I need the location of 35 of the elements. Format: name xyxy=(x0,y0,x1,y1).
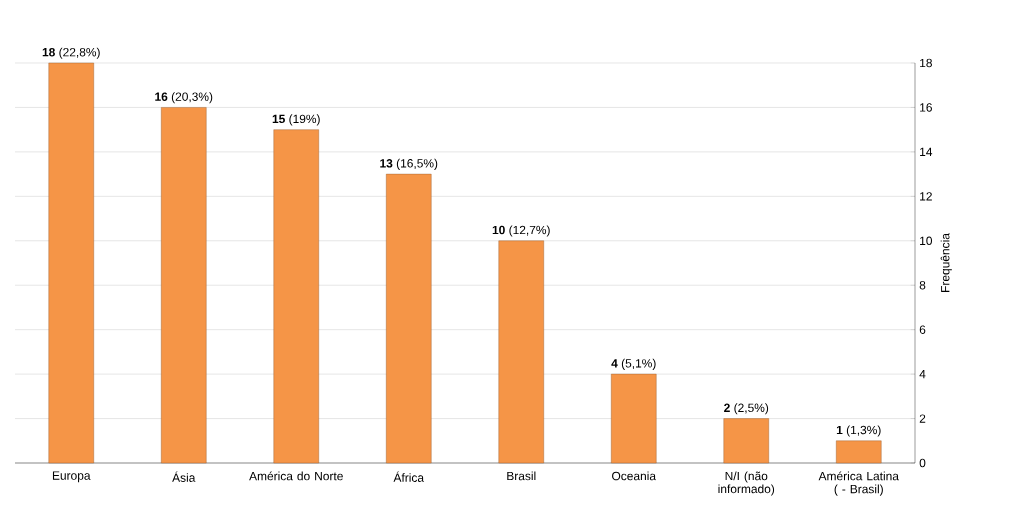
data-label: 2 (2,5%) xyxy=(724,403,769,415)
bar xyxy=(611,373,657,464)
y-tick-label: 2 xyxy=(919,414,926,423)
bar xyxy=(836,440,882,464)
y-tick-label: 12 xyxy=(920,192,932,201)
data-label: 1 (1,3%) xyxy=(836,425,881,437)
y-tick-label: 6 xyxy=(919,325,926,334)
bar xyxy=(161,107,207,464)
bar xyxy=(498,240,544,464)
y-tick-label: 18 xyxy=(920,58,932,68)
bar xyxy=(723,418,769,464)
x-tick-label: África xyxy=(393,471,425,482)
y-tick-label: 8 xyxy=(919,280,926,290)
y-tick-label: 10 xyxy=(920,236,933,245)
bar xyxy=(273,129,319,464)
data-label: 16 (20,3%) xyxy=(155,92,213,104)
x-tick-label: Europa xyxy=(52,471,91,483)
x-tick-label: Oceania xyxy=(612,471,656,481)
y-tick-label: 4 xyxy=(919,370,926,379)
x-tick-label: N/I (não informado) xyxy=(718,471,775,496)
y-axis-title: Frequência xyxy=(940,233,952,292)
x-tick-label: Ásia xyxy=(172,471,196,482)
x-tick-label: América Latina ( - Brasil) xyxy=(818,471,899,496)
data-label: 4 (5,1%) xyxy=(611,358,656,370)
y-tick-label: 16 xyxy=(920,103,932,112)
data-label: 10 (12,7%) xyxy=(492,225,550,237)
x-tick-label: Brasil xyxy=(507,471,536,481)
y-tick-label: 14 xyxy=(920,147,933,156)
y-tick-label: 0 xyxy=(919,458,926,468)
bar xyxy=(48,62,94,464)
x-tick-label: América do Norte xyxy=(249,471,343,481)
data-label: 18 (22,8%) xyxy=(42,47,100,59)
data-label: 15 (19%) xyxy=(272,114,320,126)
bar xyxy=(386,173,432,464)
data-label: 13 (16,5%) xyxy=(380,158,438,170)
